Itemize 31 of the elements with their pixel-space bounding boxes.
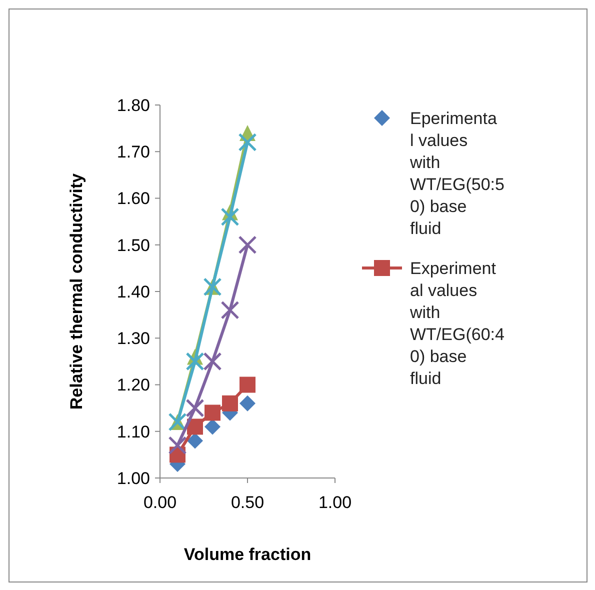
point — [238, 236, 257, 254]
point — [204, 418, 220, 435]
point — [220, 208, 240, 226]
point — [168, 436, 187, 455]
legend-label: Experimental values with WT/EG(60:40) base fluid — [409, 259, 504, 388]
y-tick-label: 1.10 — [116, 422, 150, 442]
y-tick-label: 1.80 — [116, 96, 150, 115]
point — [220, 300, 240, 320]
point — [204, 404, 220, 421]
y-tick-label: 1.30 — [116, 329, 150, 348]
point — [240, 395, 256, 412]
point — [187, 432, 203, 449]
point — [187, 418, 203, 435]
y-tick-label: 1.00 — [116, 468, 150, 488]
x-tick-label: 1.00 — [318, 493, 352, 512]
point — [240, 376, 256, 393]
y-tick-label: 1.40 — [116, 282, 150, 302]
y-axis-title: Relative thermal conductivity — [67, 172, 86, 410]
point — [203, 352, 222, 371]
point — [238, 133, 257, 152]
legend-label: Eperimental values with WT/EG(50:50) base fluid — [409, 109, 504, 238]
y-tick-label: 1.70 — [116, 142, 150, 162]
y-tick-label: 1.20 — [116, 376, 150, 395]
point — [186, 398, 204, 418]
x-tick-label: 0.50 — [230, 493, 264, 512]
x-axis-title: Volume fraction — [184, 545, 312, 564]
point — [186, 352, 204, 371]
x-tick-label: 0.00 — [143, 493, 177, 512]
y-tick-label: 1.50 — [116, 236, 150, 255]
y-tick-label: 1.60 — [116, 189, 150, 208]
point — [222, 395, 238, 412]
